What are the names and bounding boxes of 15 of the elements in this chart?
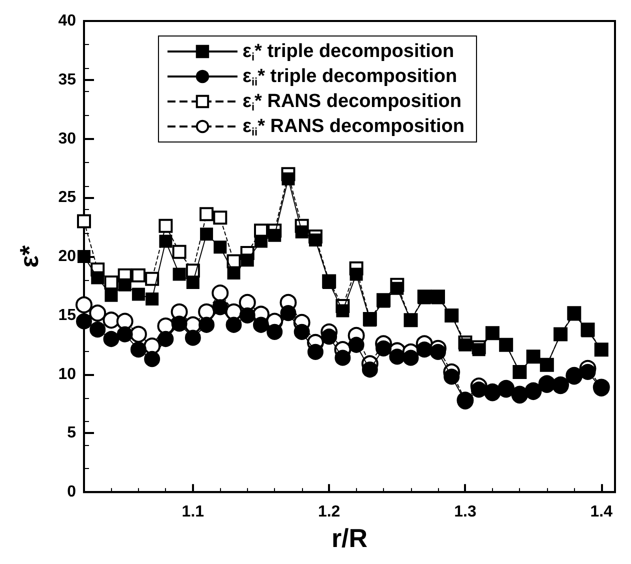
y-tick-label: 0 xyxy=(67,484,76,501)
y-axis-title: ε* xyxy=(14,244,44,268)
x-tick-label: 1.4 xyxy=(590,504,613,521)
x-tick-label: 1.1 xyxy=(182,504,204,521)
y-tick-label: 10 xyxy=(58,366,76,383)
y-tick-label: 5 xyxy=(67,424,76,442)
x-axis-title: r/R xyxy=(331,523,368,553)
x-tick-label: 1.3 xyxy=(454,504,476,521)
y-tick-label: 20 xyxy=(58,248,76,266)
y-tick-label: 40 xyxy=(58,12,76,30)
x-tick-label: 1.2 xyxy=(318,504,340,521)
y-tick-label: 25 xyxy=(58,189,76,206)
y-tick-label: 30 xyxy=(58,130,76,148)
y-tick-label: 35 xyxy=(58,71,76,88)
y-tick-label: 15 xyxy=(58,306,76,324)
